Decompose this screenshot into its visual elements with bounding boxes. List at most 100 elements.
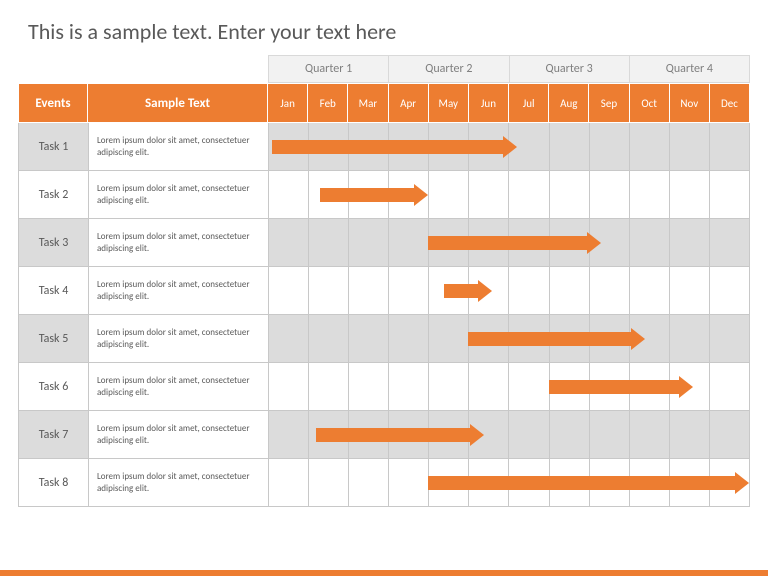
month-label: Jul [509, 83, 549, 123]
month-label: Oct [630, 83, 670, 123]
grid-column [508, 171, 548, 218]
grid-column [388, 123, 428, 170]
grid-column [268, 219, 308, 266]
task-desc-cell: Lorem ipsum dolor sit amet, consectetuer… [88, 171, 268, 219]
grid-column [508, 363, 548, 410]
grid-column [549, 411, 589, 458]
grid-column [428, 123, 468, 170]
grid-column [348, 363, 388, 410]
grid-column [669, 267, 709, 314]
task-grid-area [268, 171, 750, 219]
task-desc-cell: Lorem ipsum dolor sit amet, consectetuer… [88, 411, 268, 459]
grid-column [549, 363, 589, 410]
month-label: Jun [469, 83, 509, 123]
grid-column [388, 315, 428, 362]
task-grid-area [268, 123, 750, 171]
task-grid-area [268, 363, 750, 411]
grid-column [589, 459, 629, 506]
grid-column [669, 171, 709, 218]
task-grid-area [268, 411, 750, 459]
task-row: Task 6Lorem ipsum dolor sit amet, consec… [18, 363, 750, 411]
grid-column [508, 315, 548, 362]
gantt-chart: Quarter 1 Quarter 2 Quarter 3 Quarter 4 … [0, 55, 768, 507]
quarter-spacer [88, 55, 268, 83]
grid-column [508, 411, 548, 458]
grid-column [629, 363, 669, 410]
grid-column [549, 219, 589, 266]
quarter-label: Quarter 1 [268, 55, 388, 83]
task-desc-cell: Lorem ipsum dolor sit amet, consectetuer… [88, 219, 268, 267]
grid-column [308, 171, 348, 218]
task-grid-area [268, 267, 750, 315]
grid-column [589, 411, 629, 458]
grid-column [589, 267, 629, 314]
grid-column [549, 315, 589, 362]
grid-column [589, 123, 629, 170]
month-label: Jan [268, 83, 308, 123]
grid-column [268, 267, 308, 314]
grid-column [308, 123, 348, 170]
grid-column [428, 315, 468, 362]
grid-column [428, 411, 468, 458]
grid-column [388, 459, 428, 506]
grid-column [348, 411, 388, 458]
grid-column [468, 267, 508, 314]
task-grid-area [268, 459, 750, 507]
month-label: Dec [710, 83, 750, 123]
task-row: Task 4Lorem ipsum dolor sit amet, consec… [18, 267, 750, 315]
grid-column [428, 171, 468, 218]
grid-column [468, 219, 508, 266]
grid-column [629, 315, 669, 362]
grid-column [669, 219, 709, 266]
task-desc-cell: Lorem ipsum dolor sit amet, consectetuer… [88, 267, 268, 315]
grid-column [468, 123, 508, 170]
month-label: Nov [670, 83, 710, 123]
page-title: This is a sample text. Enter your text h… [0, 0, 768, 55]
grid-column [468, 315, 508, 362]
grid-column [589, 363, 629, 410]
grid-column [508, 123, 548, 170]
task-desc-cell: Lorem ipsum dolor sit amet, consectetuer… [88, 315, 268, 363]
month-label: Aug [549, 83, 589, 123]
grid-column [709, 411, 749, 458]
grid-column [589, 219, 629, 266]
grid-column [709, 459, 749, 506]
grid-column [268, 459, 308, 506]
task-row: Task 1Lorem ipsum dolor sit amet, consec… [18, 123, 750, 171]
task-name-cell: Task 8 [18, 459, 88, 507]
task-name-cell: Task 2 [18, 171, 88, 219]
grid-column [348, 267, 388, 314]
grid-column [589, 315, 629, 362]
grid-column [308, 411, 348, 458]
grid-column [388, 363, 428, 410]
grid-column [709, 363, 749, 410]
grid-column [709, 123, 749, 170]
quarter-header-row: Quarter 1 Quarter 2 Quarter 3 Quarter 4 [18, 55, 750, 83]
grid-column [629, 459, 669, 506]
grid-column [268, 171, 308, 218]
grid-column [549, 123, 589, 170]
grid-column [308, 363, 348, 410]
grid-column [268, 315, 308, 362]
grid-column [428, 219, 468, 266]
task-name-cell: Task 3 [18, 219, 88, 267]
grid-column [388, 171, 428, 218]
task-name-cell: Task 7 [18, 411, 88, 459]
grid-column [549, 171, 589, 218]
month-header-row: Events Sample Text Jan Feb Mar Apr May J… [18, 83, 750, 123]
grid-column [589, 171, 629, 218]
task-row: Task 3Lorem ipsum dolor sit amet, consec… [18, 219, 750, 267]
grid-column [348, 315, 388, 362]
task-rows-container: Task 1Lorem ipsum dolor sit amet, consec… [18, 123, 750, 507]
quarter-spacer [18, 55, 88, 83]
grid-column [308, 459, 348, 506]
footer-accent-band [0, 570, 768, 576]
grid-column [669, 123, 709, 170]
quarter-label: Quarter 3 [509, 55, 629, 83]
grid-column [388, 267, 428, 314]
task-row: Task 2Lorem ipsum dolor sit amet, consec… [18, 171, 750, 219]
grid-column [629, 267, 669, 314]
grid-column [468, 411, 508, 458]
grid-column [308, 267, 348, 314]
grid-column [348, 171, 388, 218]
